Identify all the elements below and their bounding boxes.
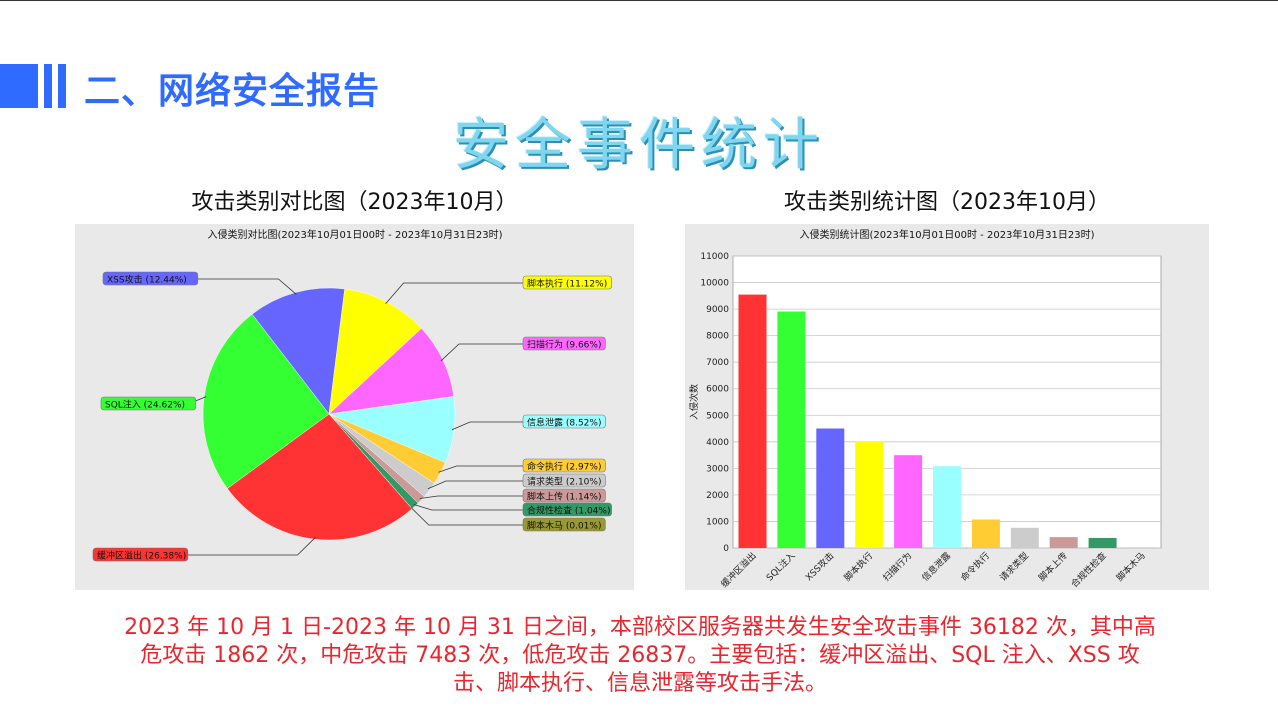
y-tick-label: 0	[723, 544, 729, 554]
y-tick-label: 8000	[706, 332, 729, 342]
x-tick-label: 命令执行	[958, 550, 992, 584]
y-tick-label: 10000	[700, 279, 729, 289]
y-tick-label: 11000	[700, 252, 729, 262]
pie-leader-line	[385, 282, 523, 304]
pie-data-label: 扫描行为 (9.66%)	[527, 339, 601, 351]
pie-slice	[227, 413, 413, 541]
y-tick-label: 3000	[706, 464, 729, 474]
section-title: 二、网络安全报告	[84, 71, 381, 112]
bar-chart-title: 入侵类别统计图(2023年10月01日00时 - 2023年10月31日23时)	[799, 228, 1094, 241]
x-tick-label: 请求类型	[997, 550, 1031, 584]
pie-leader-line	[413, 504, 523, 511]
pie-leader-line	[419, 495, 523, 499]
pie-leader-line	[440, 343, 523, 362]
pie-leader-line	[427, 480, 523, 490]
page-title: 安全事件统计	[453, 113, 825, 178]
accent-bars-decoration	[0, 64, 70, 108]
pie-data-label: 合规性检查 (1.04%)	[527, 505, 610, 517]
top-divider	[0, 0, 1278, 1]
pie-label-box	[522, 502, 612, 517]
bar	[1088, 538, 1117, 548]
y-axis-label: 入侵次数	[688, 384, 700, 420]
pie-data-label: 请求类型 (2.10%)	[527, 476, 601, 488]
x-tick-label: 脚本木马	[1114, 550, 1148, 584]
pie-data-label: 命令执行 (2.97%)	[527, 461, 601, 473]
pie-data-label: XSS攻击 (12.44%)	[107, 274, 187, 286]
pie-slice	[202, 313, 330, 489]
y-tick-label: 9000	[706, 305, 729, 315]
x-tick-label: 信息泄露	[919, 550, 953, 584]
pie-data-label: 脚本木马 (0.01%)	[527, 520, 601, 532]
bar	[894, 455, 923, 548]
pie-data-label: 脚本执行 (11.12%)	[527, 278, 607, 290]
pie-chart: 入侵类别对比图(2023年10月01日00时 - 2023年10月31日23时)…	[92, 228, 612, 562]
x-tick-label: 缓冲区溢出	[718, 550, 758, 590]
pie-slice	[328, 288, 422, 415]
summary-text: 2023 年 10 月 1 日-2023 年 10 月 31 日之间，本部校区服…	[124, 615, 1156, 696]
pie-data-label: 缓冲区溢出 (26.38%)	[97, 550, 186, 562]
pie-chart-panel: 入侵类别对比图(2023年10月01日00时 - 2023年10月31日23时)…	[75, 224, 634, 590]
bar	[738, 294, 767, 548]
pie-leader-line	[451, 421, 523, 431]
pie-data-label: 信息泄露 (8.52%)	[527, 417, 601, 429]
y-tick-label: 7000	[706, 358, 729, 368]
y-tick-label: 4000	[706, 438, 729, 448]
pie-leader-line	[438, 465, 523, 473]
bar	[1049, 537, 1078, 548]
x-tick-label: 脚本执行	[841, 550, 875, 584]
pie-leader-line	[410, 506, 523, 526]
pie-slice	[328, 328, 454, 415]
pie-leader-line	[197, 278, 297, 295]
bar	[1010, 527, 1039, 548]
x-tick-label: 脚本上传	[1036, 550, 1070, 584]
x-tick-label: XSS攻击	[803, 550, 837, 584]
y-tick-label: 5000	[706, 411, 729, 421]
y-tick-label: 2000	[706, 491, 729, 501]
pie-label-box	[522, 517, 606, 532]
pie-label-box	[522, 414, 606, 429]
bar	[971, 519, 1000, 548]
pie-chart-title: 入侵类别对比图(2023年10月01日00时 - 2023年10月31日23时)	[207, 228, 502, 241]
bar-chart-heading: 攻击类别统计图（2023年10月）	[784, 190, 1110, 215]
pie-label-box	[100, 396, 197, 411]
pie-data-label: 脚本上传 (1.14%)	[527, 491, 601, 503]
pie-label-box	[522, 473, 606, 488]
pie-data-label: SQL注入 (24.62%)	[105, 399, 185, 411]
bar-chart-panel: 入侵类别统计图(2023年10月01日00时 - 2023年10月31日23时)…	[685, 224, 1209, 590]
bar	[777, 311, 806, 548]
pie-label-box	[92, 547, 189, 562]
x-tick-label: 合规性检查	[1068, 550, 1108, 590]
x-tick-label: SQL注入	[764, 550, 798, 584]
pie-label-box	[522, 275, 612, 290]
pie-leader-line	[187, 537, 316, 556]
y-tick-label: 6000	[706, 385, 729, 395]
pie-label-box	[522, 336, 606, 351]
pie-chart-heading: 攻击类别对比图（2023年10月）	[191, 190, 518, 215]
pie-label-box	[522, 488, 606, 503]
bar	[855, 441, 884, 548]
pie-slice	[251, 287, 345, 415]
y-tick-label: 1000	[706, 517, 729, 527]
bar-chart: 入侵类别统计图(2023年10月01日00时 - 2023年10月31日23时)…	[688, 228, 1162, 590]
bar	[816, 428, 845, 548]
pie-label-box	[102, 271, 199, 286]
pie-label-box	[522, 458, 606, 473]
x-tick-label: 扫描行为	[880, 550, 914, 584]
bar	[933, 466, 961, 548]
